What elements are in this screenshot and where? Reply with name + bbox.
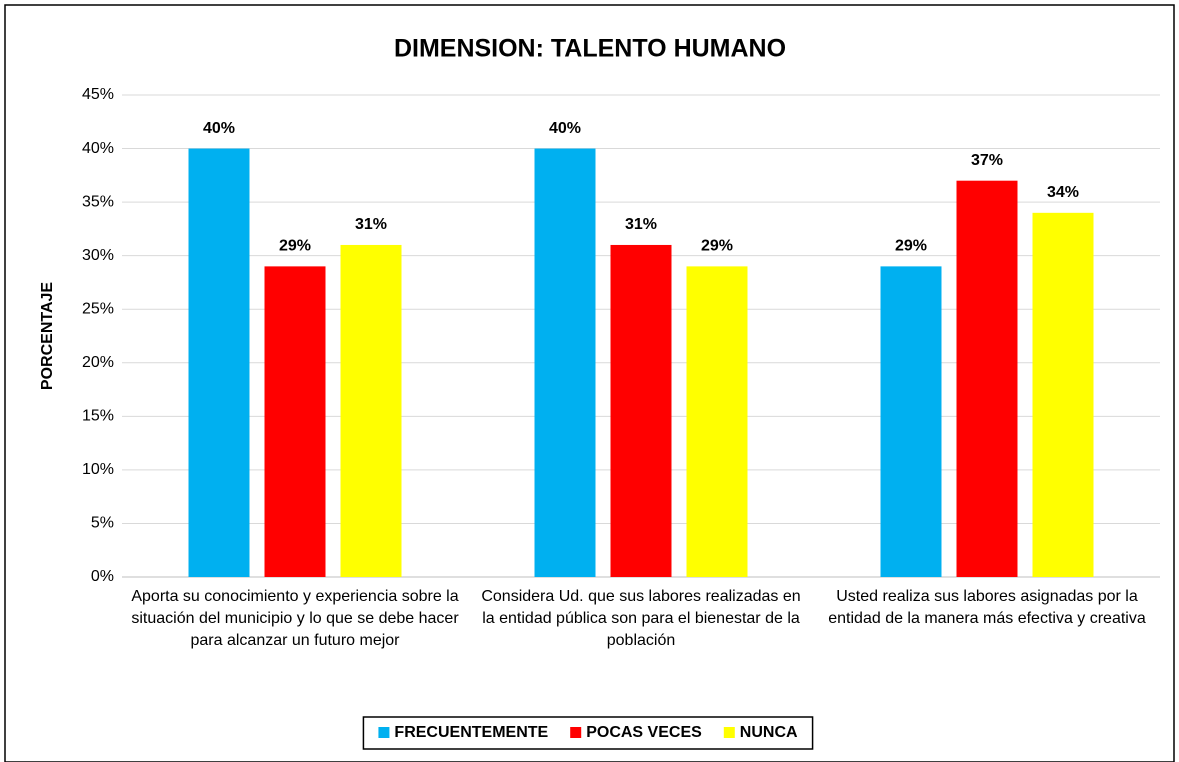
data-label: 37%	[971, 152, 1003, 169]
data-label: 31%	[355, 216, 387, 233]
data-label: 40%	[203, 120, 235, 137]
data-label: 29%	[279, 238, 311, 255]
bar	[610, 244, 672, 577]
bar	[686, 266, 748, 577]
x-tick-label: Aporta su conocimiento y experiencia sob…	[131, 588, 459, 649]
y-tick-label: 5%	[91, 515, 114, 532]
data-label: 40%	[549, 120, 581, 137]
legend-box	[362, 716, 814, 750]
y-tick-label: 0%	[91, 568, 114, 585]
y-tick-label: 10%	[82, 461, 114, 478]
y-tick-label: 45%	[82, 86, 114, 103]
legend-label: NUNCA	[740, 724, 798, 741]
data-label: 34%	[1047, 184, 1079, 201]
bar	[264, 266, 326, 577]
legend-swatch	[723, 727, 735, 738]
data-label: 31%	[625, 216, 657, 233]
bar	[956, 180, 1018, 577]
data-label: 29%	[701, 238, 733, 255]
y-tick-label: 20%	[82, 354, 114, 371]
legend-label: POCAS VECES	[586, 724, 702, 741]
legend-swatch	[570, 727, 582, 738]
chart-title: DIMENSION: TALENTO HUMANO	[394, 35, 786, 63]
bar	[340, 244, 402, 577]
x-tick-label: Usted realiza sus labores asignadas por …	[828, 588, 1146, 627]
y-tick-label: 15%	[82, 408, 114, 425]
bar	[188, 148, 250, 578]
bar	[534, 148, 596, 578]
y-tick-label: 30%	[82, 247, 114, 264]
y-tick-label: 40%	[82, 140, 114, 157]
data-label: 29%	[895, 238, 927, 255]
bar	[880, 266, 942, 577]
legend-label: FRECUENTEMENTE	[394, 724, 548, 741]
bar	[1032, 212, 1094, 578]
y-tick-label: 35%	[82, 193, 114, 210]
x-tick-label: Considera Ud. que sus labores realizadas…	[481, 588, 801, 649]
y-axis-label: PORCENTAJE	[39, 282, 56, 390]
legend-swatch	[378, 727, 390, 738]
y-tick-label: 25%	[82, 300, 114, 317]
